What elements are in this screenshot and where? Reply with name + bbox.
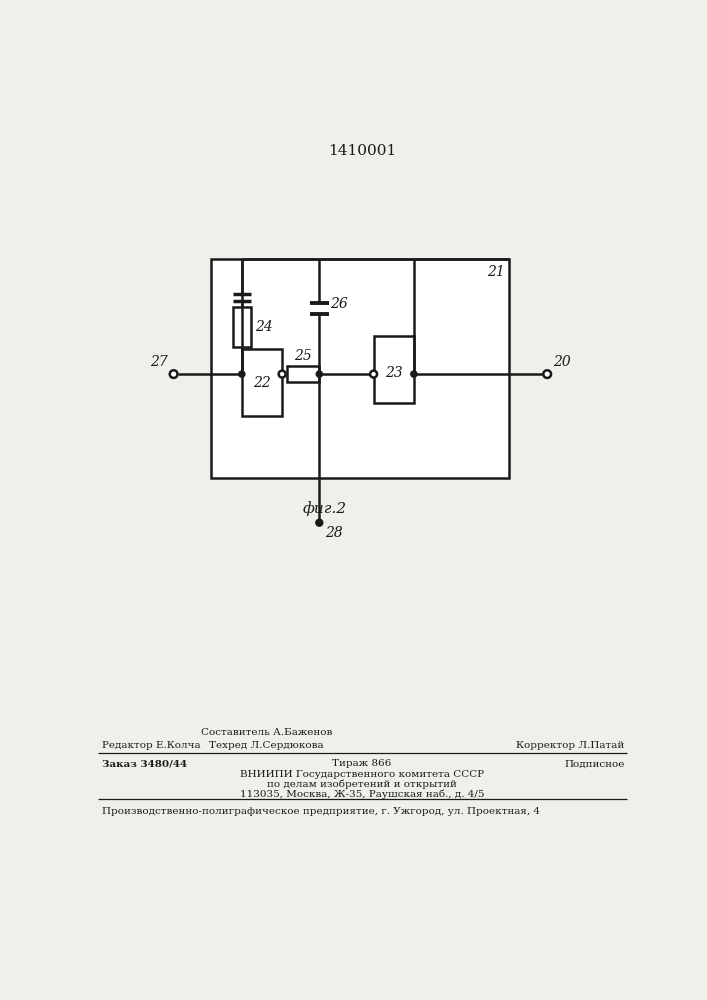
- Text: 23: 23: [385, 366, 402, 380]
- Text: Производственно-полиграфическое предприятие, г. Ужгород, ул. Проектная, 4: Производственно-полиграфическое предприя…: [103, 807, 540, 816]
- Bar: [373, 336, 414, 403]
- Text: Тираж 866: Тираж 866: [332, 759, 392, 768]
- Bar: [287, 366, 320, 382]
- Circle shape: [170, 370, 177, 378]
- Text: по делам изобретений и открытий: по делам изобретений и открытий: [267, 780, 457, 789]
- Circle shape: [239, 371, 245, 377]
- Bar: [242, 349, 282, 416]
- Text: 1410001: 1410001: [328, 144, 396, 158]
- Circle shape: [543, 370, 551, 378]
- Text: ВНИИПИ Государственного комитета СССР: ВНИИПИ Государственного комитета СССР: [240, 770, 484, 779]
- Text: Корректор Л.Патай: Корректор Л.Патай: [516, 741, 625, 750]
- Circle shape: [316, 371, 322, 377]
- Circle shape: [411, 371, 417, 377]
- Text: Техред Л.Сердюкова: Техред Л.Сердюкова: [209, 741, 324, 750]
- Text: Составитель А.Баженов: Составитель А.Баженов: [201, 728, 332, 737]
- Text: 25: 25: [294, 349, 312, 363]
- Bar: [233, 307, 251, 347]
- Text: 20: 20: [554, 355, 571, 369]
- Circle shape: [370, 371, 377, 378]
- Text: 22: 22: [253, 376, 271, 390]
- Text: Заказ 3480/44: Заказ 3480/44: [103, 759, 187, 768]
- Text: Подписное: Подписное: [564, 759, 625, 768]
- Circle shape: [316, 519, 323, 526]
- Text: 26: 26: [330, 297, 348, 311]
- Text: 24: 24: [255, 320, 273, 334]
- Text: Редактор Е.Колча: Редактор Е.Колча: [103, 741, 201, 750]
- Bar: [211, 259, 509, 478]
- Text: 28: 28: [325, 526, 344, 540]
- Circle shape: [279, 371, 286, 378]
- Text: 27: 27: [150, 355, 168, 369]
- Text: 21: 21: [487, 265, 505, 279]
- Text: фиг.2: фиг.2: [303, 501, 347, 516]
- Text: 113035, Москва, Ж-35, Раушская наб., д. 4/5: 113035, Москва, Ж-35, Раушская наб., д. …: [240, 790, 484, 799]
